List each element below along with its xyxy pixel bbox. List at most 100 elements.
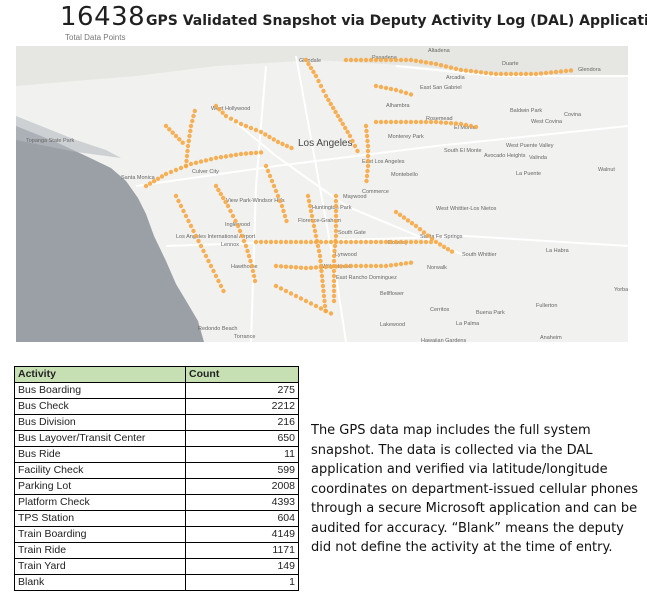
gps-point [568, 68, 574, 73]
gps-point [278, 286, 284, 291]
gps-point [363, 57, 369, 63]
gps-point [443, 120, 449, 126]
gps-point [275, 193, 281, 199]
count-cell: 1171 [185, 542, 299, 559]
gps-point [417, 227, 423, 232]
place-label: Buena Park [476, 310, 505, 316]
gps-point [441, 244, 447, 249]
gps-point [553, 69, 559, 75]
gps-point [378, 263, 384, 269]
gps-point [398, 119, 404, 125]
gps-point [413, 58, 419, 63]
activity-table: Activity Count Bus Boarding 275 Bus Check 2… [14, 366, 299, 591]
gps-point [223, 113, 229, 119]
gps-point [258, 239, 264, 245]
gps-point [383, 263, 389, 269]
gps-point [193, 233, 199, 239]
gps-point [445, 247, 451, 252]
gps-point [388, 119, 394, 125]
gps-point [323, 308, 329, 314]
gps-point [306, 198, 312, 204]
count-cell: 599 [185, 462, 299, 479]
gps-point [243, 123, 249, 129]
gps-point [273, 188, 279, 194]
gps-point [192, 108, 197, 114]
gps-point [364, 173, 370, 179]
place-label: Glendale [299, 58, 321, 64]
gps-point [343, 239, 349, 245]
gps-point [398, 261, 404, 267]
gps-point [373, 83, 379, 89]
gps-point [198, 243, 204, 249]
gps-point [408, 57, 414, 63]
gps-map[interactable]: Glendale Pasadena Altadena Duarte Glendora Ar… [16, 46, 628, 342]
table-row: Bus Layover/Transit Center 650 [14, 430, 299, 447]
gps-point [403, 119, 409, 125]
gps-point [373, 57, 379, 63]
gps-point [263, 132, 268, 137]
gps-point [188, 161, 194, 167]
gps-point [343, 125, 348, 131]
gps-point [333, 203, 339, 209]
gps-point [198, 159, 204, 164]
gps-point [143, 183, 149, 189]
gps-point [335, 113, 341, 119]
gps-point [221, 195, 226, 201]
gps-point [378, 57, 384, 63]
gps-point [358, 263, 364, 269]
gps-point [388, 86, 394, 92]
gps-point [478, 70, 484, 75]
gps-point [271, 183, 277, 189]
gps-point [167, 127, 172, 132]
gps-point [333, 193, 339, 199]
gps-point [243, 243, 249, 249]
gps-point [218, 191, 223, 197]
gps-point [223, 154, 229, 159]
gps-point [321, 293, 327, 299]
place-label: Bellflower [380, 291, 404, 297]
gps-point [309, 213, 315, 219]
gps-point [318, 239, 324, 245]
gps-point [488, 71, 494, 76]
gps-point [213, 183, 219, 189]
gps-point [213, 103, 219, 109]
gps-point [303, 298, 309, 304]
table-row: Train Boarding 4149 [14, 526, 299, 543]
gps-point [250, 268, 256, 274]
gps-point [393, 87, 399, 93]
gps-point [403, 239, 409, 245]
table-row: Blank 1 [14, 574, 299, 591]
place-labels: Glendale Pasadena Altadena Duarte Glendora Ar… [26, 48, 628, 342]
gps-point [365, 158, 371, 164]
gps-point [298, 239, 304, 245]
place-label: South El Monte [444, 148, 482, 154]
table-row: Train Yard 149 [14, 558, 299, 575]
place-label: Lakewood [380, 322, 405, 328]
gps-point [413, 223, 419, 229]
gps-point [563, 68, 569, 74]
activity-cell: Bus Layover/Transit Center [14, 430, 186, 447]
gps-point [191, 113, 196, 119]
gps-point [248, 151, 254, 156]
gps-point [155, 176, 161, 181]
gps-point [393, 239, 399, 245]
gps-point [558, 69, 564, 74]
gps-point [230, 213, 236, 219]
gps-point [393, 119, 399, 125]
gps-point [228, 116, 234, 121]
gps-point [268, 239, 274, 245]
gps-point [208, 157, 214, 162]
place-label: West Whittier-Los Nietos [436, 206, 497, 212]
gps-point [383, 119, 389, 125]
gps-point [398, 239, 404, 245]
gps-point [273, 239, 279, 245]
activity-cell: Train Yard [14, 558, 186, 575]
gps-point [343, 57, 349, 63]
gps-point [315, 243, 321, 249]
gps-point [223, 199, 228, 205]
gps-point [332, 248, 337, 254]
table-row: Bus Ride 11 [14, 446, 299, 463]
gps-point [178, 203, 184, 209]
gps-point [333, 208, 339, 214]
description-note: The GPS data map includes the full syste… [311, 423, 639, 555]
